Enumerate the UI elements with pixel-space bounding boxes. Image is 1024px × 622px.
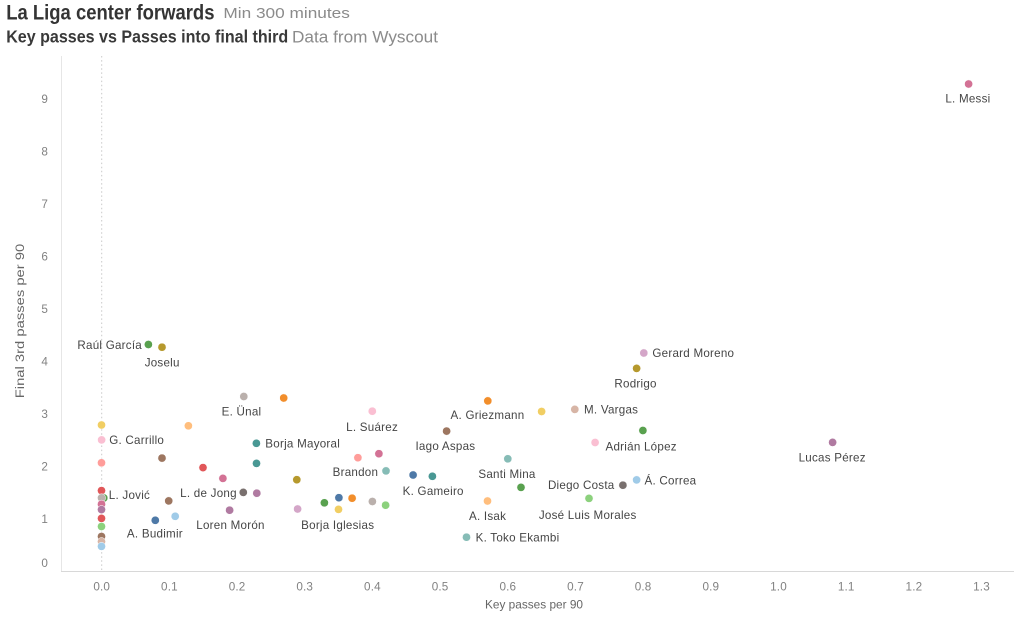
svg-text:0.9: 0.9 [702,581,719,594]
svg-text:Joselu: Joselu [145,356,180,369]
svg-text:0.8: 0.8 [635,581,652,594]
svg-text:3: 3 [41,408,48,421]
svg-text:2: 2 [41,461,48,474]
svg-text:Gerard Moreno: Gerard Moreno [652,347,734,360]
svg-text:5: 5 [41,303,48,316]
svg-text:1.1: 1.1 [838,581,855,594]
svg-text:Key passes vs Passes into fina: Key passes vs Passes into final third [6,27,288,47]
svg-text:Rodrigo: Rodrigo [614,377,656,390]
svg-text:0.0: 0.0 [93,581,110,594]
svg-text:G. Carrillo: G. Carrillo [109,434,164,447]
svg-text:Diego Costa: Diego Costa [548,479,615,492]
svg-text:M. Vargas: M. Vargas [584,404,638,417]
svg-text:0.1: 0.1 [161,581,178,594]
svg-text:1: 1 [41,513,48,526]
svg-text:A. Isak: A. Isak [469,510,506,523]
svg-text:José Luis Morales: José Luis Morales [539,509,637,522]
svg-text:8: 8 [41,146,48,159]
svg-text:Key passes per 90: Key passes per 90 [485,598,583,612]
svg-text:A. Budimir: A. Budimir [127,527,183,540]
svg-text:Lucas Pérez: Lucas Pérez [799,452,866,465]
svg-text:La Liga center forwards: La Liga center forwards [6,2,214,25]
svg-text:6: 6 [41,251,48,264]
svg-text:0.3: 0.3 [296,581,313,594]
svg-text:Data from Wyscout: Data from Wyscout [292,28,438,47]
svg-text:L. Messi: L. Messi [945,93,990,106]
svg-text:Adrián López: Adrián López [606,441,677,454]
svg-text:Min 300 minutes: Min 300 minutes [223,5,350,22]
svg-text:Borja Iglesias: Borja Iglesias [301,519,374,532]
svg-text:K. Toko Ekambi: K. Toko Ekambi [476,531,560,544]
svg-text:1.3: 1.3 [973,581,990,594]
svg-text:A. Griezmann: A. Griezmann [451,409,525,422]
svg-text:Borja Mayoral: Borja Mayoral [265,438,340,451]
svg-text:Final 3rd passes per 90: Final 3rd passes per 90 [13,244,27,399]
svg-text:9: 9 [41,93,48,106]
svg-text:0.5: 0.5 [432,581,449,594]
svg-text:Iago Aspas: Iago Aspas [415,440,475,453]
svg-text:Loren Morón: Loren Morón [196,519,265,532]
svg-text:0.7: 0.7 [567,581,584,594]
svg-text:1.0: 1.0 [770,581,787,594]
svg-text:L. de Jong: L. de Jong [180,487,237,500]
svg-text:L. Jović: L. Jović [109,489,150,502]
svg-text:Brandon: Brandon [333,466,379,479]
svg-text:Raúl García: Raúl García [77,339,142,352]
svg-text:0: 0 [41,557,48,570]
svg-text:E. Ünal: E. Ünal [222,406,262,419]
svg-text:Santi Mina: Santi Mina [478,468,536,481]
svg-text:4: 4 [41,356,48,369]
svg-text:Á. Correa: Á. Correa [645,475,697,488]
svg-text:0.4: 0.4 [364,581,381,594]
svg-text:L. Suárez: L. Suárez [346,421,398,434]
svg-text:1.2: 1.2 [906,581,923,594]
svg-text:0.6: 0.6 [499,581,516,594]
svg-text:7: 7 [41,198,48,211]
svg-text:0.2: 0.2 [229,581,246,594]
svg-text:K. Gameiro: K. Gameiro [403,485,464,498]
